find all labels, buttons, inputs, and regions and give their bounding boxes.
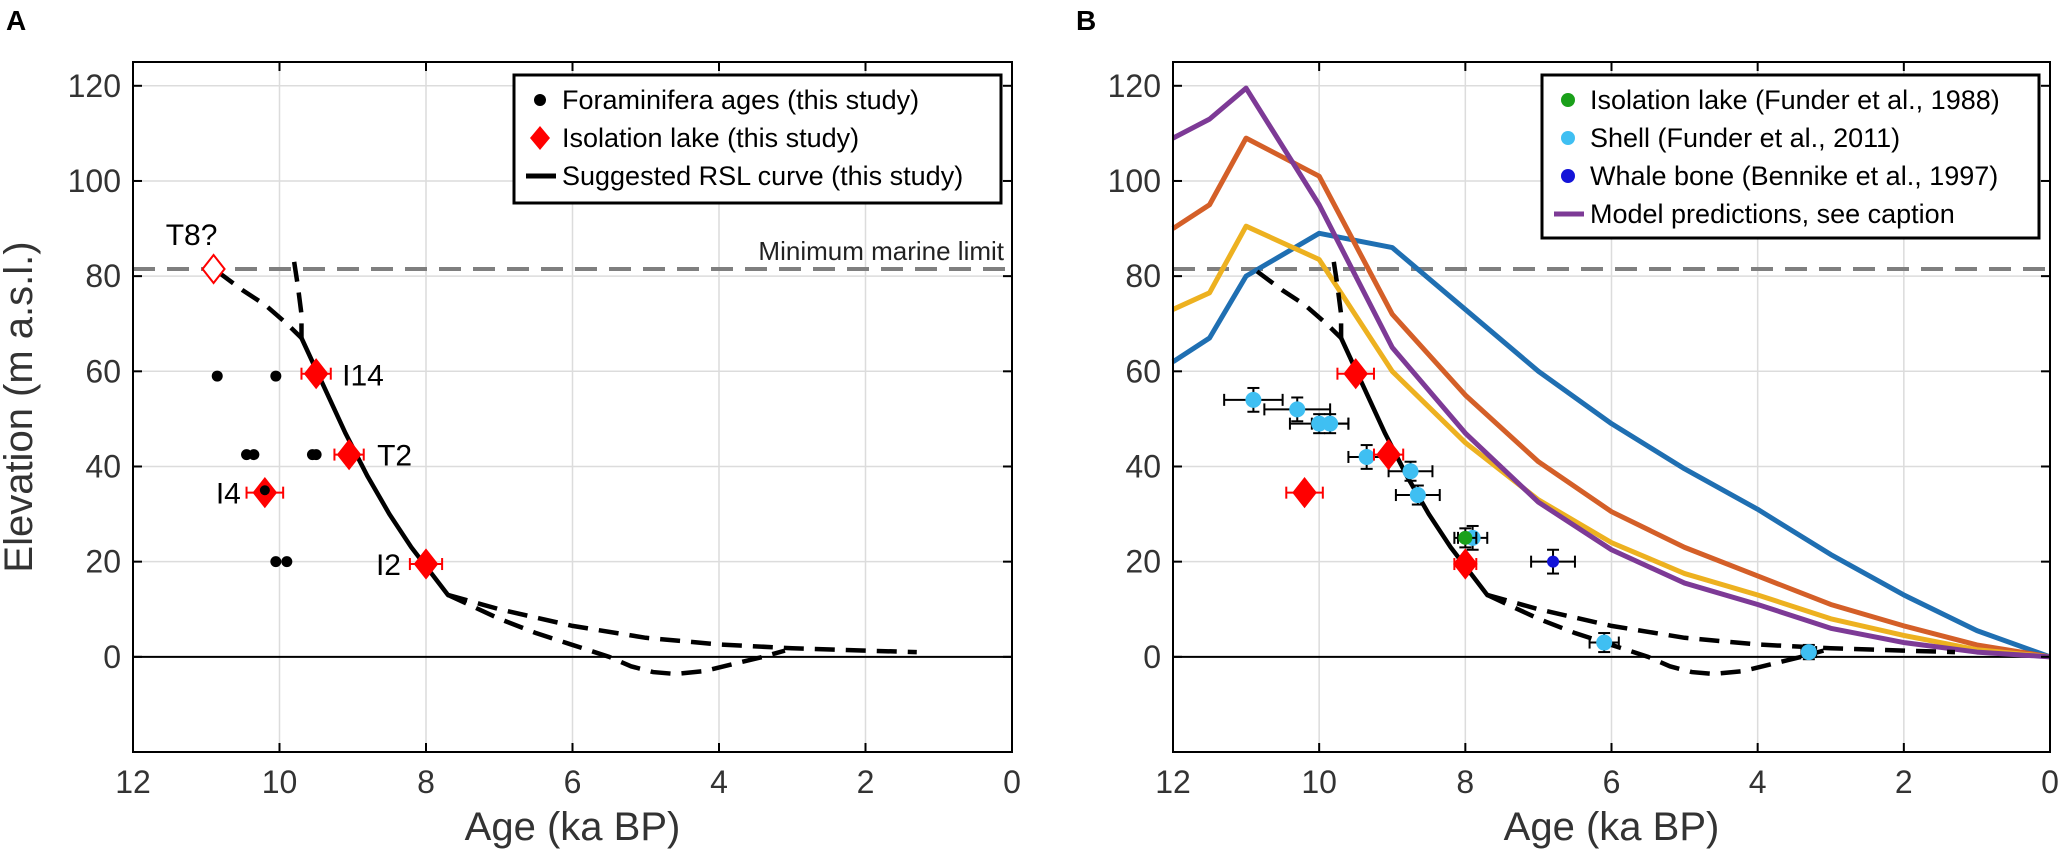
shell-point [1289, 401, 1306, 418]
y-tick-label: 80 [85, 258, 121, 294]
shell-point [1800, 644, 1817, 661]
legend-label: Suggested RSL curve (this study) [562, 161, 963, 191]
y-tick-label: 0 [1143, 639, 1161, 675]
y-tick-label: 100 [1108, 163, 1161, 199]
legend-label: Foraminifera ages (this study) [562, 85, 919, 115]
isolation-lake-point [336, 438, 362, 471]
legend-label: Model predictions, see caption [1590, 199, 1955, 229]
lake-annotation: I2 [376, 549, 401, 582]
y-tick-label: 40 [1125, 448, 1161, 484]
legend-label: Isolation lake (Funder et al., 1988) [1590, 85, 2000, 115]
shell-point [1596, 634, 1613, 651]
legend-box [1540, 73, 2041, 240]
isolation-lake-point [1343, 358, 1368, 390]
x-tick-label: 4 [1749, 764, 1767, 800]
lake-annotation: I14 [342, 360, 384, 393]
model-series-line [1171, 85, 2051, 660]
model-series-line [1171, 230, 2051, 660]
legend-symbol [1561, 93, 1575, 107]
model-series-line [1171, 223, 2051, 660]
foraminifera-point [248, 449, 260, 461]
x-tick-label: 8 [1456, 764, 1474, 800]
lake-annotation: I4 [216, 478, 241, 511]
legend-label: Whale bone (Bennike et al., 1997) [1590, 161, 1998, 191]
legend-symbol [1561, 169, 1575, 183]
rsl-curve-dashed [215, 269, 304, 340]
foraminifera-point [281, 556, 293, 568]
legend-symbol [530, 126, 550, 150]
shell-point [1409, 487, 1426, 504]
panel-letter-a: A [6, 5, 26, 36]
y-tick-label: 120 [1108, 68, 1161, 104]
legend-box [512, 73, 1003, 205]
x-tick-label: 4 [710, 764, 728, 800]
foraminifera-point [211, 370, 223, 382]
x-tick-label: 6 [564, 764, 582, 800]
whale-bone-point [1547, 555, 1560, 568]
shell-point [1358, 448, 1375, 465]
x-tick-label: 10 [262, 764, 298, 800]
marine-limit-label: Minimum marine limit [758, 236, 1004, 266]
isolation-lake-point [1453, 548, 1478, 580]
rsl-curve-dashed [447, 592, 917, 655]
y-tick-label: 60 [85, 353, 121, 389]
x-tick-label: 10 [1301, 764, 1337, 800]
lake-annotation: T8? [166, 219, 218, 252]
shell-point [1322, 415, 1339, 432]
foraminifera-point [270, 370, 282, 382]
y-tick-label: 40 [85, 448, 121, 484]
isolation-lake-point [1376, 438, 1401, 471]
foraminifera-point [270, 556, 282, 568]
rsl-curve-dashed [291, 261, 304, 338]
x-axis-label: Age (ka BP) [465, 805, 681, 849]
shell-point [1402, 463, 1419, 480]
y-tick-label: 100 [68, 163, 121, 199]
y-tick-label: 80 [1125, 258, 1161, 294]
x-tick-label: 2 [1895, 764, 1913, 800]
rsl-curve-dashed [1255, 269, 1343, 340]
shell-point [1245, 391, 1262, 408]
x-tick-label: 8 [417, 764, 435, 800]
x-tick-label: 12 [115, 764, 151, 800]
y-tick-label: 0 [103, 639, 121, 675]
x-tick-label: 0 [1003, 764, 1021, 800]
y-tick-label: 60 [1125, 353, 1161, 389]
foraminifera-point [310, 449, 322, 461]
isolation-lake-point [413, 548, 439, 580]
rsl-curve-dashed [1486, 592, 1956, 655]
shell-point [1311, 415, 1328, 432]
panel-letter-b: B [1076, 5, 1096, 36]
x-axis-label: Age (ka BP) [1504, 805, 1720, 849]
panel-a-chart: Minimum marine limit T8? I14 T2 I4 I2 12 10 8 6 4 2… [0, 61, 1021, 849]
x-tick-label: 12 [1155, 764, 1191, 800]
isolation-lake-point [201, 253, 226, 285]
y-axis-label: Elevation (m a.s.l.) [0, 241, 41, 572]
legend-label: Shell (Funder et al., 2011) [1590, 123, 1900, 153]
x-tick-label: 6 [1603, 764, 1621, 800]
model-series-line [1171, 135, 2051, 660]
funder-lake-point [1458, 530, 1473, 545]
x-tick-label: 2 [857, 764, 875, 800]
lake-annotation: T2 [377, 440, 412, 473]
legend-symbol [534, 94, 546, 106]
legend-symbol [1561, 131, 1575, 145]
y-tick-label: 120 [68, 68, 121, 104]
isolation-lake-point [303, 358, 329, 390]
isolation-lake-point [1292, 477, 1317, 509]
foraminifera-point [259, 485, 270, 496]
legend-label: Isolation lake (this study) [562, 123, 859, 153]
y-tick-label: 20 [85, 544, 121, 580]
y-tick-label: 20 [1125, 544, 1161, 580]
rsl-curve-dashed [1331, 261, 1344, 338]
x-tick-label: 0 [2041, 764, 2059, 800]
